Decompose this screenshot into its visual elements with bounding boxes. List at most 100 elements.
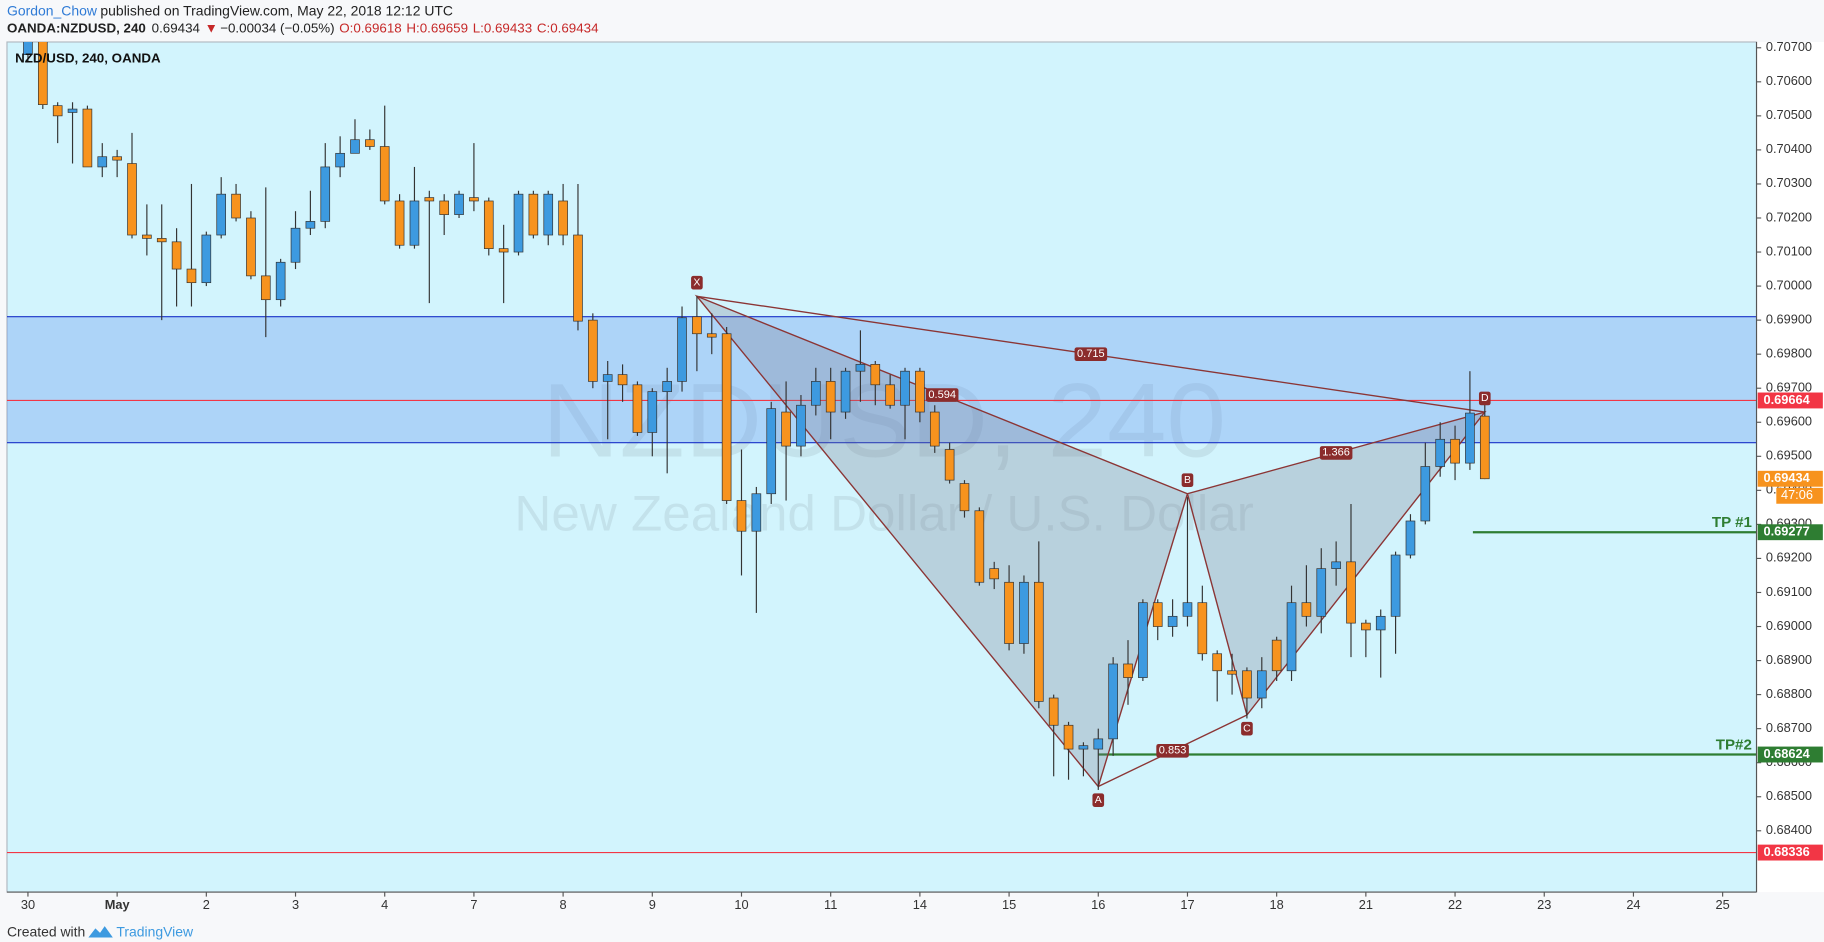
candle-body (811, 381, 821, 406)
candle-body (1271, 639, 1282, 672)
publisher[interactable]: Gordon_Chow (7, 3, 97, 18)
price-box-label: 0.69434 (1764, 471, 1810, 485)
y-tick-label: 0.70000 (1766, 279, 1812, 293)
ratio-label: 1.366 (1322, 447, 1350, 459)
high: H:0.69659 (406, 21, 468, 36)
candle-body (825, 381, 836, 413)
ratio-label: 0.853 (1159, 745, 1187, 757)
candle-body (1301, 602, 1312, 617)
candle-body (260, 275, 271, 301)
candle-body (796, 404, 806, 447)
candle-body (112, 156, 122, 161)
candle-body (721, 333, 732, 501)
countdown: 47:06 (1781, 488, 1813, 502)
candle-body (885, 384, 895, 406)
candle-body (1435, 438, 1445, 467)
candle-body (454, 193, 464, 215)
candle-body (543, 193, 554, 236)
price-box (1757, 746, 1823, 763)
chart-title: NZD/USD, 240, OANDA (15, 51, 161, 66)
candle-body (1256, 670, 1267, 699)
candle-body (379, 146, 390, 202)
candle-body (528, 193, 539, 236)
y-tick-label: 0.68400 (1766, 823, 1812, 837)
candle-body (1063, 724, 1074, 750)
x-tick-label: 25 (1716, 898, 1730, 912)
ratio-box (1319, 446, 1353, 460)
y-tick-label: 0.69800 (1766, 347, 1812, 361)
candle-body (647, 391, 658, 433)
y-tick-label: 0.68900 (1766, 653, 1812, 667)
point-box (1241, 721, 1253, 736)
zone (6, 316, 1757, 443)
candle-body (1420, 466, 1431, 522)
candle-body (1479, 415, 1490, 480)
candle-body (1346, 561, 1356, 624)
candle-body (52, 105, 63, 117)
point-box (1478, 391, 1491, 406)
x-tick-label: 18 (1270, 898, 1284, 912)
x-tick-label: 14 (913, 898, 927, 912)
x-tick-label: 10 (734, 898, 748, 912)
candle-body (617, 374, 628, 386)
candle-body (483, 200, 494, 249)
candle-body (67, 108, 78, 113)
point-box (1092, 793, 1105, 807)
candle-body (394, 200, 405, 246)
candle-body (1197, 602, 1208, 655)
candle-body (320, 166, 331, 222)
x-tick-label: 30 (21, 898, 35, 912)
price-box-label: 0.69277 (1764, 525, 1810, 539)
candle-body (588, 319, 598, 382)
candle-body (156, 238, 167, 243)
y-tick-label: 0.69500 (1766, 449, 1812, 463)
y-tick-label: 0.68800 (1766, 687, 1812, 701)
candle-body (989, 568, 1000, 580)
candle-body (662, 381, 672, 392)
x-tick-label: 2 (203, 898, 210, 912)
y-tick-label: 0.70100 (1766, 244, 1812, 258)
point-box (1181, 473, 1194, 487)
x-tick-label: 8 (560, 898, 567, 912)
candle-body (1331, 561, 1341, 569)
candle-body (781, 411, 791, 447)
candle-body (1108, 663, 1118, 740)
candle-body (1450, 438, 1460, 464)
candle-body (944, 449, 955, 481)
candle-body (1405, 520, 1416, 556)
candle-body (974, 510, 985, 583)
x-tick-label: 16 (1091, 898, 1105, 912)
candle-body (1227, 670, 1237, 675)
point-label: X (693, 277, 700, 288)
candle-body (900, 370, 910, 406)
x-tick-label: 4 (381, 898, 388, 912)
candle-body (335, 152, 345, 168)
point-label: B (1184, 475, 1191, 486)
y-tick-label: 0.68700 (1766, 721, 1812, 735)
candle-body (127, 163, 137, 236)
x-tick-label: 23 (1537, 898, 1551, 912)
brand[interactable]: TradingView (116, 925, 193, 940)
candle-body (424, 197, 435, 202)
candle-body (142, 234, 152, 239)
candle-body (736, 500, 747, 532)
close: C:0.69434 (537, 21, 599, 36)
candle-body (186, 268, 197, 284)
candle-body (513, 193, 524, 253)
candle-body (216, 193, 227, 236)
candle-body (706, 333, 717, 338)
header-line: Gordon_Chow published on TradingView.com,… (7, 3, 453, 18)
axes: 0.70700 0.70600 0.70500 0.70400 0.70300 0.702… (6, 40, 1823, 912)
candle-body (1242, 670, 1252, 699)
plot-bg (6, 41, 1758, 893)
x-tick-label: 15 (1002, 898, 1016, 912)
point-label: C (1243, 723, 1251, 734)
y-tick-label: 0.69600 (1766, 415, 1812, 429)
candle-body (171, 241, 182, 270)
price-box-label: 0.68336 (1764, 845, 1810, 859)
price-box (1757, 524, 1823, 541)
y-tick-label: 0.68500 (1766, 789, 1812, 803)
candle-body (870, 364, 881, 386)
price-box-label: 0.69664 (1764, 393, 1810, 407)
